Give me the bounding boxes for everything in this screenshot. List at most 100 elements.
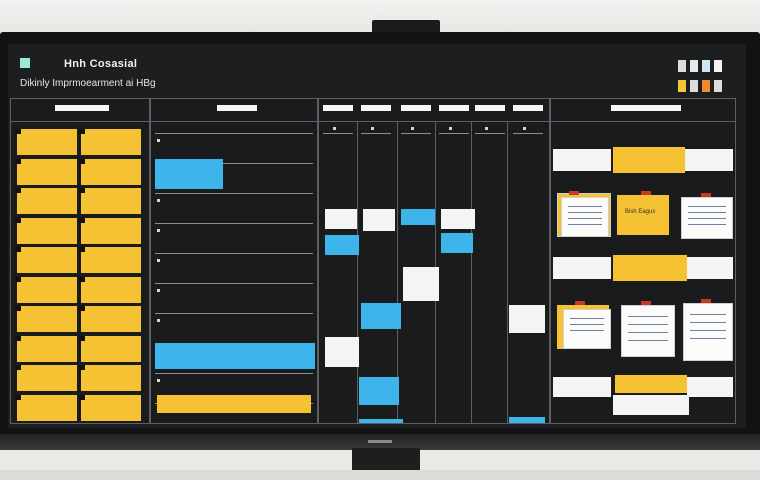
column-marker [485, 127, 488, 130]
lane-marker [157, 229, 160, 232]
lane-marker [157, 199, 160, 202]
lane-divider [155, 133, 313, 134]
brand-logo [368, 440, 392, 443]
sticky-note [81, 276, 141, 303]
binder-clip-icon [701, 299, 711, 303]
column-heading [401, 105, 431, 111]
sticky-note [553, 377, 611, 397]
lane-marker [157, 289, 160, 292]
lane-divider [155, 373, 313, 374]
binder-clip-icon [701, 193, 711, 197]
text-line [690, 314, 726, 315]
pin-icon [79, 365, 85, 370]
lane-marker [157, 379, 160, 382]
sticky-note [509, 417, 545, 423]
lane-divider [155, 283, 313, 284]
column-subrule [323, 133, 353, 134]
pin-icon [15, 247, 21, 252]
board-subtitle: Dikinly Imprmoearment ai HBg [20, 78, 156, 89]
pin-icon [15, 335, 21, 341]
lane-divider [155, 163, 313, 164]
kanban-board-photo: Hnh Cosasial Dikinly Imprmoearment ai HB… [8, 44, 746, 428]
column-heading [611, 105, 681, 111]
sticky-note [325, 209, 357, 229]
column-divider [357, 121, 358, 423]
document-card [621, 305, 675, 357]
sticky-note [81, 365, 141, 391]
text-line [568, 206, 602, 207]
panel-backlog [10, 98, 150, 424]
document-card [681, 197, 733, 239]
column-heading [55, 105, 109, 111]
legend-swatch [714, 80, 722, 92]
text-line [628, 316, 668, 317]
text-line [688, 218, 726, 219]
sticky-note [363, 209, 395, 231]
pin-icon [79, 335, 85, 341]
panel-workflow [318, 98, 550, 424]
pin-icon [79, 129, 85, 134]
column-subrule [401, 133, 431, 134]
pin-icon [79, 276, 85, 282]
sticky-note [17, 365, 77, 391]
sticky-note [17, 247, 77, 273]
sticky-note [81, 394, 141, 421]
sticky-note [615, 375, 687, 393]
column-heading [475, 105, 505, 111]
sticky-note [17, 306, 77, 332]
sticky-note [81, 247, 141, 273]
sticky-note [361, 303, 401, 329]
sticky-note [441, 209, 475, 229]
sticky-note [687, 257, 733, 279]
column-marker [449, 127, 452, 130]
document-card [683, 303, 733, 361]
column-heading [323, 105, 353, 111]
sticky-note [359, 377, 399, 405]
sticky-note [325, 235, 359, 255]
sticky-note [17, 276, 77, 303]
sticky-note [325, 337, 359, 367]
sticky-note [553, 149, 611, 171]
sticky-note [553, 257, 611, 279]
text-line [688, 224, 726, 225]
lane-divider [155, 313, 313, 314]
sticky-note [243, 395, 311, 413]
sticky-note [81, 158, 141, 185]
column-subrule [513, 133, 543, 134]
text-line [570, 318, 604, 319]
pin-icon [15, 129, 21, 134]
pin-icon [79, 394, 85, 400]
sticky-note [441, 233, 473, 253]
document-card [563, 309, 611, 349]
text-line [570, 330, 604, 331]
sticky-note [403, 267, 439, 301]
column-divider [507, 121, 508, 423]
document-card: Bish Eagus [617, 195, 669, 235]
column-subrule [439, 133, 469, 134]
sticky-note [155, 159, 223, 189]
column-marker [333, 127, 336, 130]
board-title: Hnh Cosasial [64, 58, 138, 70]
lane-divider [155, 193, 313, 194]
lane-marker [157, 319, 160, 322]
board-marker-icon [20, 58, 30, 68]
legend-swatch [702, 60, 710, 72]
wall-floor [0, 470, 760, 480]
column-marker [523, 127, 526, 130]
legend-swatch [714, 60, 722, 72]
sticky-note [81, 188, 141, 214]
column-heading [439, 105, 469, 111]
sticky-note [81, 129, 141, 155]
text-line [568, 224, 602, 225]
text-line [570, 324, 604, 325]
document-label: Bish Eagus [625, 209, 656, 215]
panel-header [551, 99, 735, 122]
sticky-note [687, 377, 733, 397]
text-line [690, 322, 726, 323]
lane-marker [157, 139, 160, 142]
lane-divider [155, 253, 313, 254]
pin-icon [15, 276, 21, 282]
binder-clip-icon [575, 301, 585, 305]
legend-swatch [702, 80, 710, 92]
sticky-note [17, 394, 77, 421]
